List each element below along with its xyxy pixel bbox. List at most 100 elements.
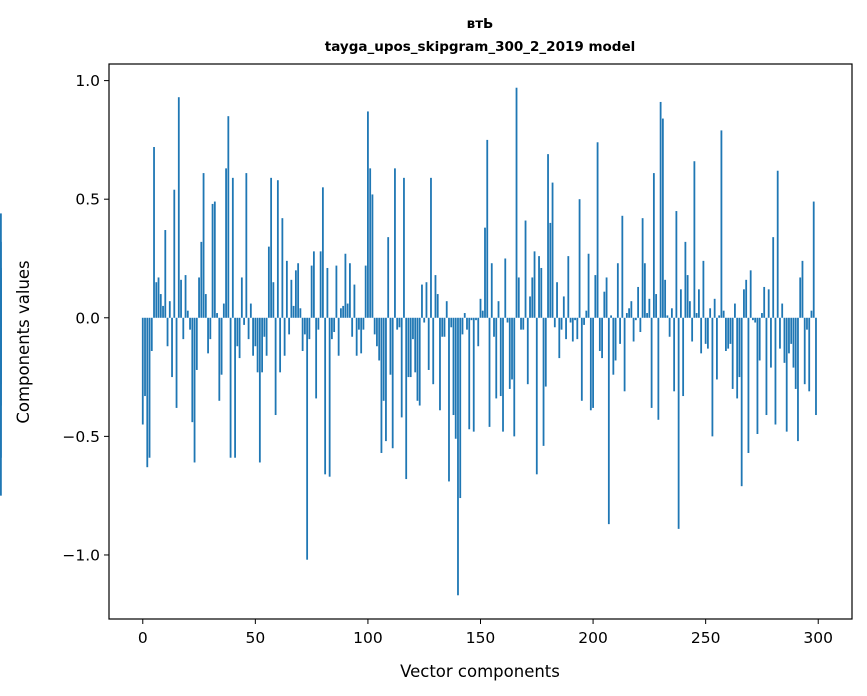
bar <box>258 317 261 463</box>
bar <box>815 317 817 416</box>
bar <box>565 317 567 340</box>
bar <box>736 317 739 399</box>
bar <box>520 317 522 330</box>
bar <box>364 265 367 318</box>
bar <box>506 317 509 323</box>
bar <box>470 317 473 321</box>
bar <box>765 317 768 416</box>
bar <box>141 317 144 425</box>
bar <box>538 256 540 318</box>
bar <box>466 317 468 330</box>
bar <box>490 263 493 318</box>
y-axis-ticks: −1.0 −0.5 0.0 0.5 1.0 <box>62 72 109 564</box>
bar <box>184 275 187 318</box>
bar <box>308 317 311 340</box>
bar <box>801 260 804 318</box>
bar <box>576 317 579 340</box>
bar <box>301 317 304 351</box>
bar <box>691 317 694 342</box>
bar <box>472 317 475 432</box>
bar <box>731 317 734 389</box>
bar <box>547 154 549 318</box>
bar <box>695 313 698 318</box>
bar <box>166 317 169 347</box>
bar <box>684 241 687 318</box>
bar <box>679 289 682 318</box>
bar <box>403 177 405 318</box>
bar <box>779 317 781 349</box>
bar <box>231 177 234 318</box>
bar <box>785 317 788 432</box>
bar <box>261 317 263 373</box>
x-axis-ticks: 0 50 100 150 200 250 300 <box>138 619 833 647</box>
bar <box>652 173 655 318</box>
bar <box>646 313 649 318</box>
bar <box>484 227 486 318</box>
bar <box>283 317 286 356</box>
bar <box>468 317 471 430</box>
bar-series <box>0 87 817 596</box>
bar <box>666 315 669 318</box>
bar <box>153 147 155 318</box>
bar <box>612 317 615 375</box>
bar <box>459 317 462 499</box>
bar <box>743 289 745 318</box>
bar <box>511 317 513 380</box>
bar <box>628 308 630 318</box>
bar <box>195 317 198 370</box>
bar <box>249 303 252 318</box>
bar <box>351 317 354 337</box>
bar <box>619 317 621 344</box>
bar <box>734 303 736 318</box>
bar <box>398 317 401 328</box>
bar <box>749 270 752 318</box>
bar <box>281 218 284 318</box>
x-tick-label: 150 <box>466 629 496 647</box>
bar <box>443 317 446 337</box>
bar <box>0 317 2 496</box>
bar <box>414 317 417 373</box>
bar <box>227 116 230 318</box>
bar <box>648 298 651 318</box>
bar <box>285 260 288 318</box>
bar <box>427 317 430 370</box>
bar <box>610 315 612 318</box>
bar <box>315 317 318 399</box>
bar <box>616 263 619 318</box>
bar <box>650 317 653 408</box>
bar <box>162 305 164 318</box>
bar <box>324 317 327 475</box>
bar <box>718 315 721 318</box>
bar <box>317 317 320 330</box>
bar <box>445 301 448 318</box>
bar <box>738 317 741 378</box>
bar <box>396 317 399 330</box>
bar <box>394 168 396 318</box>
bar <box>297 263 300 318</box>
bar <box>331 317 333 340</box>
bar <box>549 222 552 318</box>
bar <box>463 313 466 318</box>
bar <box>526 317 529 385</box>
x-axis-label: Vector components <box>400 662 560 681</box>
bar <box>405 317 408 480</box>
bar <box>664 279 667 318</box>
bar <box>452 317 455 416</box>
bar <box>340 308 342 318</box>
bar <box>495 317 498 399</box>
bar <box>216 313 218 318</box>
bar <box>799 277 802 318</box>
bar <box>713 298 716 318</box>
bar <box>371 194 374 318</box>
bar <box>535 317 538 475</box>
bar <box>256 317 259 373</box>
bar <box>540 267 543 318</box>
bar <box>774 317 777 425</box>
bar <box>378 317 381 361</box>
bar <box>148 317 151 458</box>
bar <box>502 317 504 432</box>
y-tick-label: 1.0 <box>75 72 100 90</box>
bar <box>389 317 392 375</box>
bar <box>513 317 516 437</box>
y-tick-label: 0.5 <box>75 191 100 209</box>
